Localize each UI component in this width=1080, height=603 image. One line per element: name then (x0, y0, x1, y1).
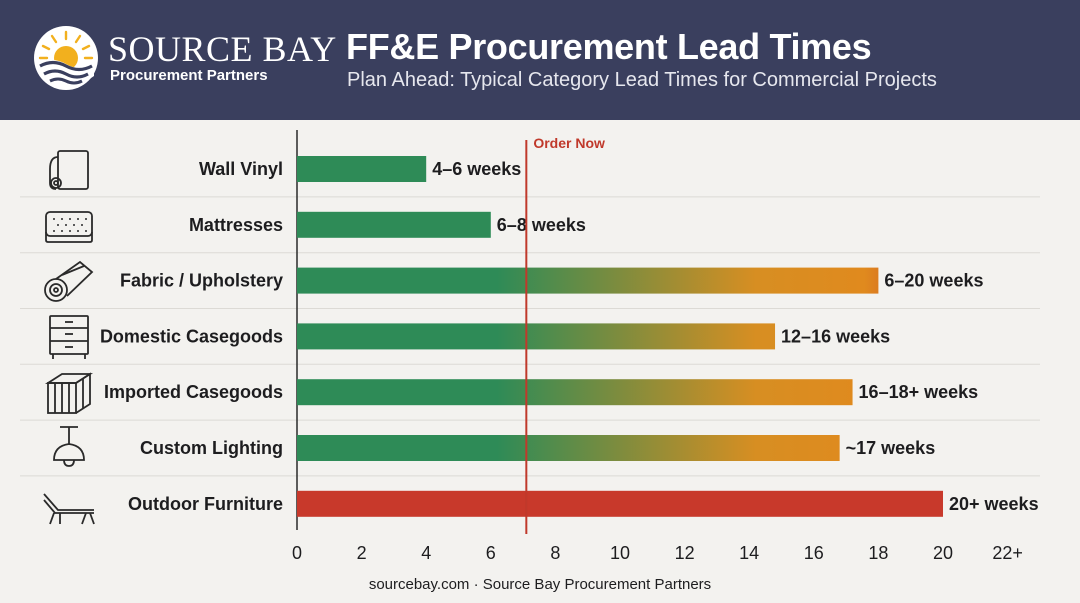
x-tick-label: 0 (292, 543, 302, 563)
x-tick-label: 6 (486, 543, 496, 563)
data-label: ~17 weeks (846, 438, 936, 458)
category-label: Mattresses (189, 215, 283, 235)
shipping-crate-icon (44, 372, 94, 414)
category-label: Custom Lighting (140, 438, 283, 458)
page-title: FF&E Procurement Lead Times (346, 26, 872, 67)
dresser-icon (49, 315, 89, 359)
lounge-chair-icon (43, 493, 95, 525)
footer-credit: sourcebay.com · Source Bay Procurement P… (368, 576, 712, 593)
x-tick-label: 16 (804, 543, 824, 563)
x-tick-label: 18 (868, 543, 888, 563)
bar-mattresses (297, 211, 491, 238)
x-tick-label: 8 (550, 543, 560, 563)
category-label: Fabric / Upholstery (120, 271, 283, 291)
category-label: Outdoor Furniture (128, 494, 283, 514)
bar-custom-lighting (297, 435, 840, 461)
x-tick-label: 10 (610, 543, 630, 563)
category-label: Wall Vinyl (199, 159, 283, 179)
order-now-marker-label: Order Now (533, 135, 605, 151)
bar-outdoor-furniture (297, 490, 943, 517)
x-tick-label: 2 (357, 543, 367, 563)
bar-domestic-casegoods (297, 323, 776, 350)
x-tick-label: 14 (739, 543, 759, 563)
page-subtitle: Plan Ahead: Typical Category Lead Times … (347, 69, 937, 91)
bar-imported-casegoods (297, 379, 853, 406)
x-tick-label: 4 (421, 543, 431, 563)
category-label: Domestic Casegoods (100, 326, 283, 346)
data-label: 4–6 weeks (432, 159, 521, 179)
category-label: Imported Casegoods (104, 382, 283, 402)
fabric-roll-icon (44, 260, 94, 302)
brand-name: SOURCE BAY (108, 29, 337, 69)
wallpaper-roll-icon (49, 150, 89, 190)
data-label: 20+ weeks (949, 494, 1039, 514)
x-tick-label: 20 (933, 543, 953, 563)
data-label: 6–8 weeks (497, 215, 586, 235)
data-label: 6–20 weeks (884, 271, 983, 291)
mattress-icon (45, 211, 93, 243)
data-label: 12–16 weeks (781, 326, 890, 346)
header-banner: SOURCE BAY Procurement Partners FF&E Pro… (0, 0, 1080, 120)
sun-waves-logo-icon (34, 26, 98, 90)
data-label: 16–18+ weeks (859, 382, 979, 402)
lead-time-bar-chart: Wall Vinyl 4–6 weeks Mattresses 6–8 weeks Fa… (20, 130, 1040, 563)
x-tick-label: 22+ (992, 543, 1023, 563)
bar-wall-vinyl (297, 156, 427, 182)
x-tick-label: 12 (675, 543, 695, 563)
bar-fabric-upholstery (297, 267, 879, 294)
pendant-lamp-icon (53, 426, 85, 467)
brand-tagline: Procurement Partners (110, 67, 268, 84)
